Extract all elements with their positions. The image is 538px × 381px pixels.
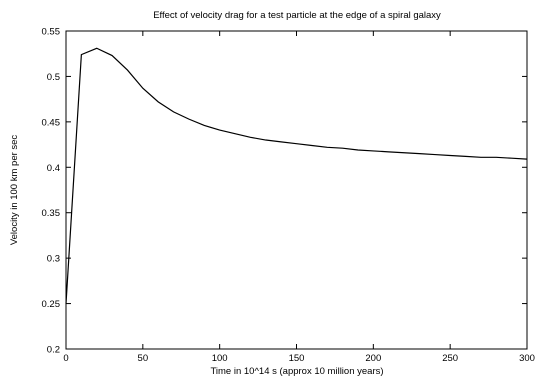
axis-ticks xyxy=(65,30,528,350)
tick-labels: 0 50 100 150 200 250 300 0.2 0.25 0.3 0.35 0.4 0.45 0… xyxy=(42,27,535,365)
y-tick-label: 0.25 xyxy=(42,299,61,310)
y-tick-label: 0.5 xyxy=(47,72,60,83)
x-tick-label: 250 xyxy=(442,353,458,364)
chart-title: Effect of velocity drag for a test parti… xyxy=(153,10,441,21)
x-tick-label: 100 xyxy=(212,353,228,364)
y-tick-label: 0.2 xyxy=(47,345,60,356)
x-tick-label: 0 xyxy=(63,353,68,364)
y-tick-label: 0.4 xyxy=(47,163,60,174)
x-tick-label: 300 xyxy=(519,353,535,364)
x-tick-label: 200 xyxy=(365,353,381,364)
y-tick-label: 0.3 xyxy=(47,254,60,265)
y-tick-label: 0.55 xyxy=(42,27,61,38)
x-tick-label: 150 xyxy=(289,353,305,364)
y-axis-label: Velocity in 100 km per sec xyxy=(9,135,20,246)
x-axis-label: Time in 10^14 s (approx 10 million years… xyxy=(210,366,383,377)
y-tick-label: 0.35 xyxy=(42,208,61,219)
series-line xyxy=(65,47,528,304)
x-tick-label: 50 xyxy=(138,353,149,364)
y-tick-label: 0.45 xyxy=(42,117,61,128)
